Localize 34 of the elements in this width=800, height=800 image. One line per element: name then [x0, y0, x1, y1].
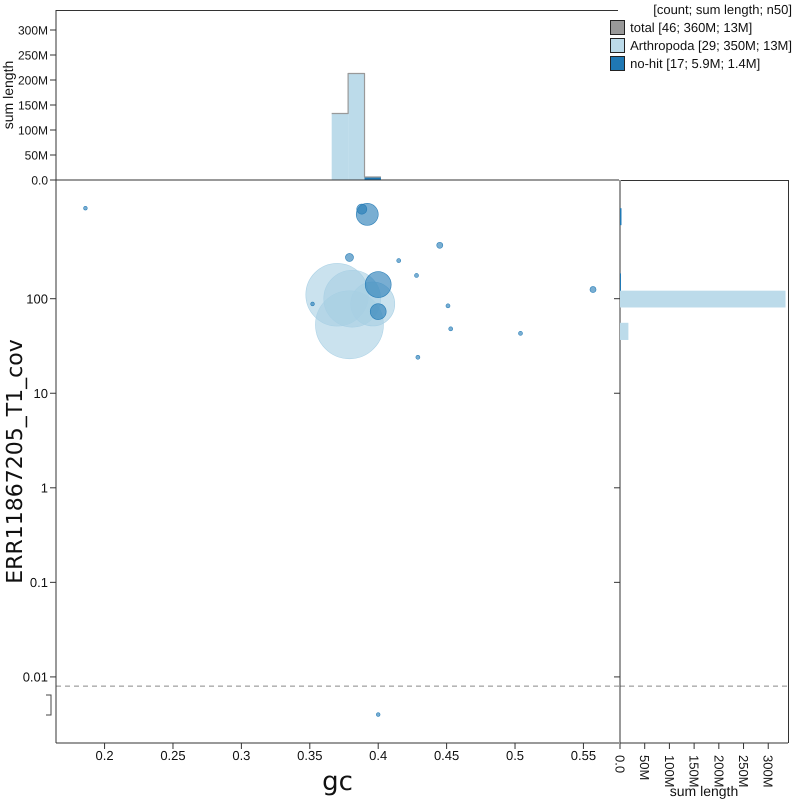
x-tick-label: 0.45	[434, 748, 460, 764]
x-tick-label: 0.3	[232, 748, 250, 764]
y-tick-label: 300M	[18, 23, 48, 38]
y-tick-label: 1	[40, 480, 48, 496]
y-tick-label: 200M	[18, 73, 48, 88]
x-tick-label: 0.25	[160, 748, 186, 764]
x-axis-title: gc	[322, 767, 353, 797]
y-tick-label: 0.01	[22, 670, 48, 685]
x-tick-label: 0.0	[612, 755, 628, 774]
legend-label: Arthropoda [29; 350M; 13M]	[630, 38, 792, 53]
y-tick-label: 0.0	[31, 173, 48, 188]
y-tick-label: 10	[34, 386, 48, 401]
y-tick-label: 100	[26, 291, 48, 306]
legend-label: total [46; 360M; 13M]	[630, 20, 752, 35]
x-tick-label: 50M	[637, 755, 652, 780]
x-tick-label: 150M	[686, 755, 702, 788]
x-tick-label: 300M	[760, 755, 776, 788]
x-tick-label: 0.2	[96, 748, 114, 764]
y-tick-label: 150M	[18, 98, 48, 112]
x-tick-label: 200M	[711, 755, 726, 788]
legend-title: [count; sum length; n50]	[652, 2, 792, 17]
x-tick-label: 0.35	[297, 748, 322, 764]
y-tick-label: 250M	[18, 48, 48, 62]
y-tick-label: 0.1	[30, 574, 48, 590]
y-tick-label: 50M	[24, 148, 48, 162]
x-tick-label: 100M	[662, 755, 677, 788]
x-tick-label: 0.55	[570, 748, 596, 764]
y-tick-label: 100M	[18, 123, 48, 138]
x-tick-label: 0.5	[506, 748, 524, 764]
y-axis-title: ERR11867205_T1_cov	[2, 339, 28, 584]
legend-label: no-hit [17; 5.9M; 1.4M]	[630, 56, 760, 71]
x-tick-label: 250M	[736, 755, 751, 788]
x-tick-label: 0.4	[369, 748, 388, 764]
y-axis-title: sum length	[0, 60, 16, 130]
